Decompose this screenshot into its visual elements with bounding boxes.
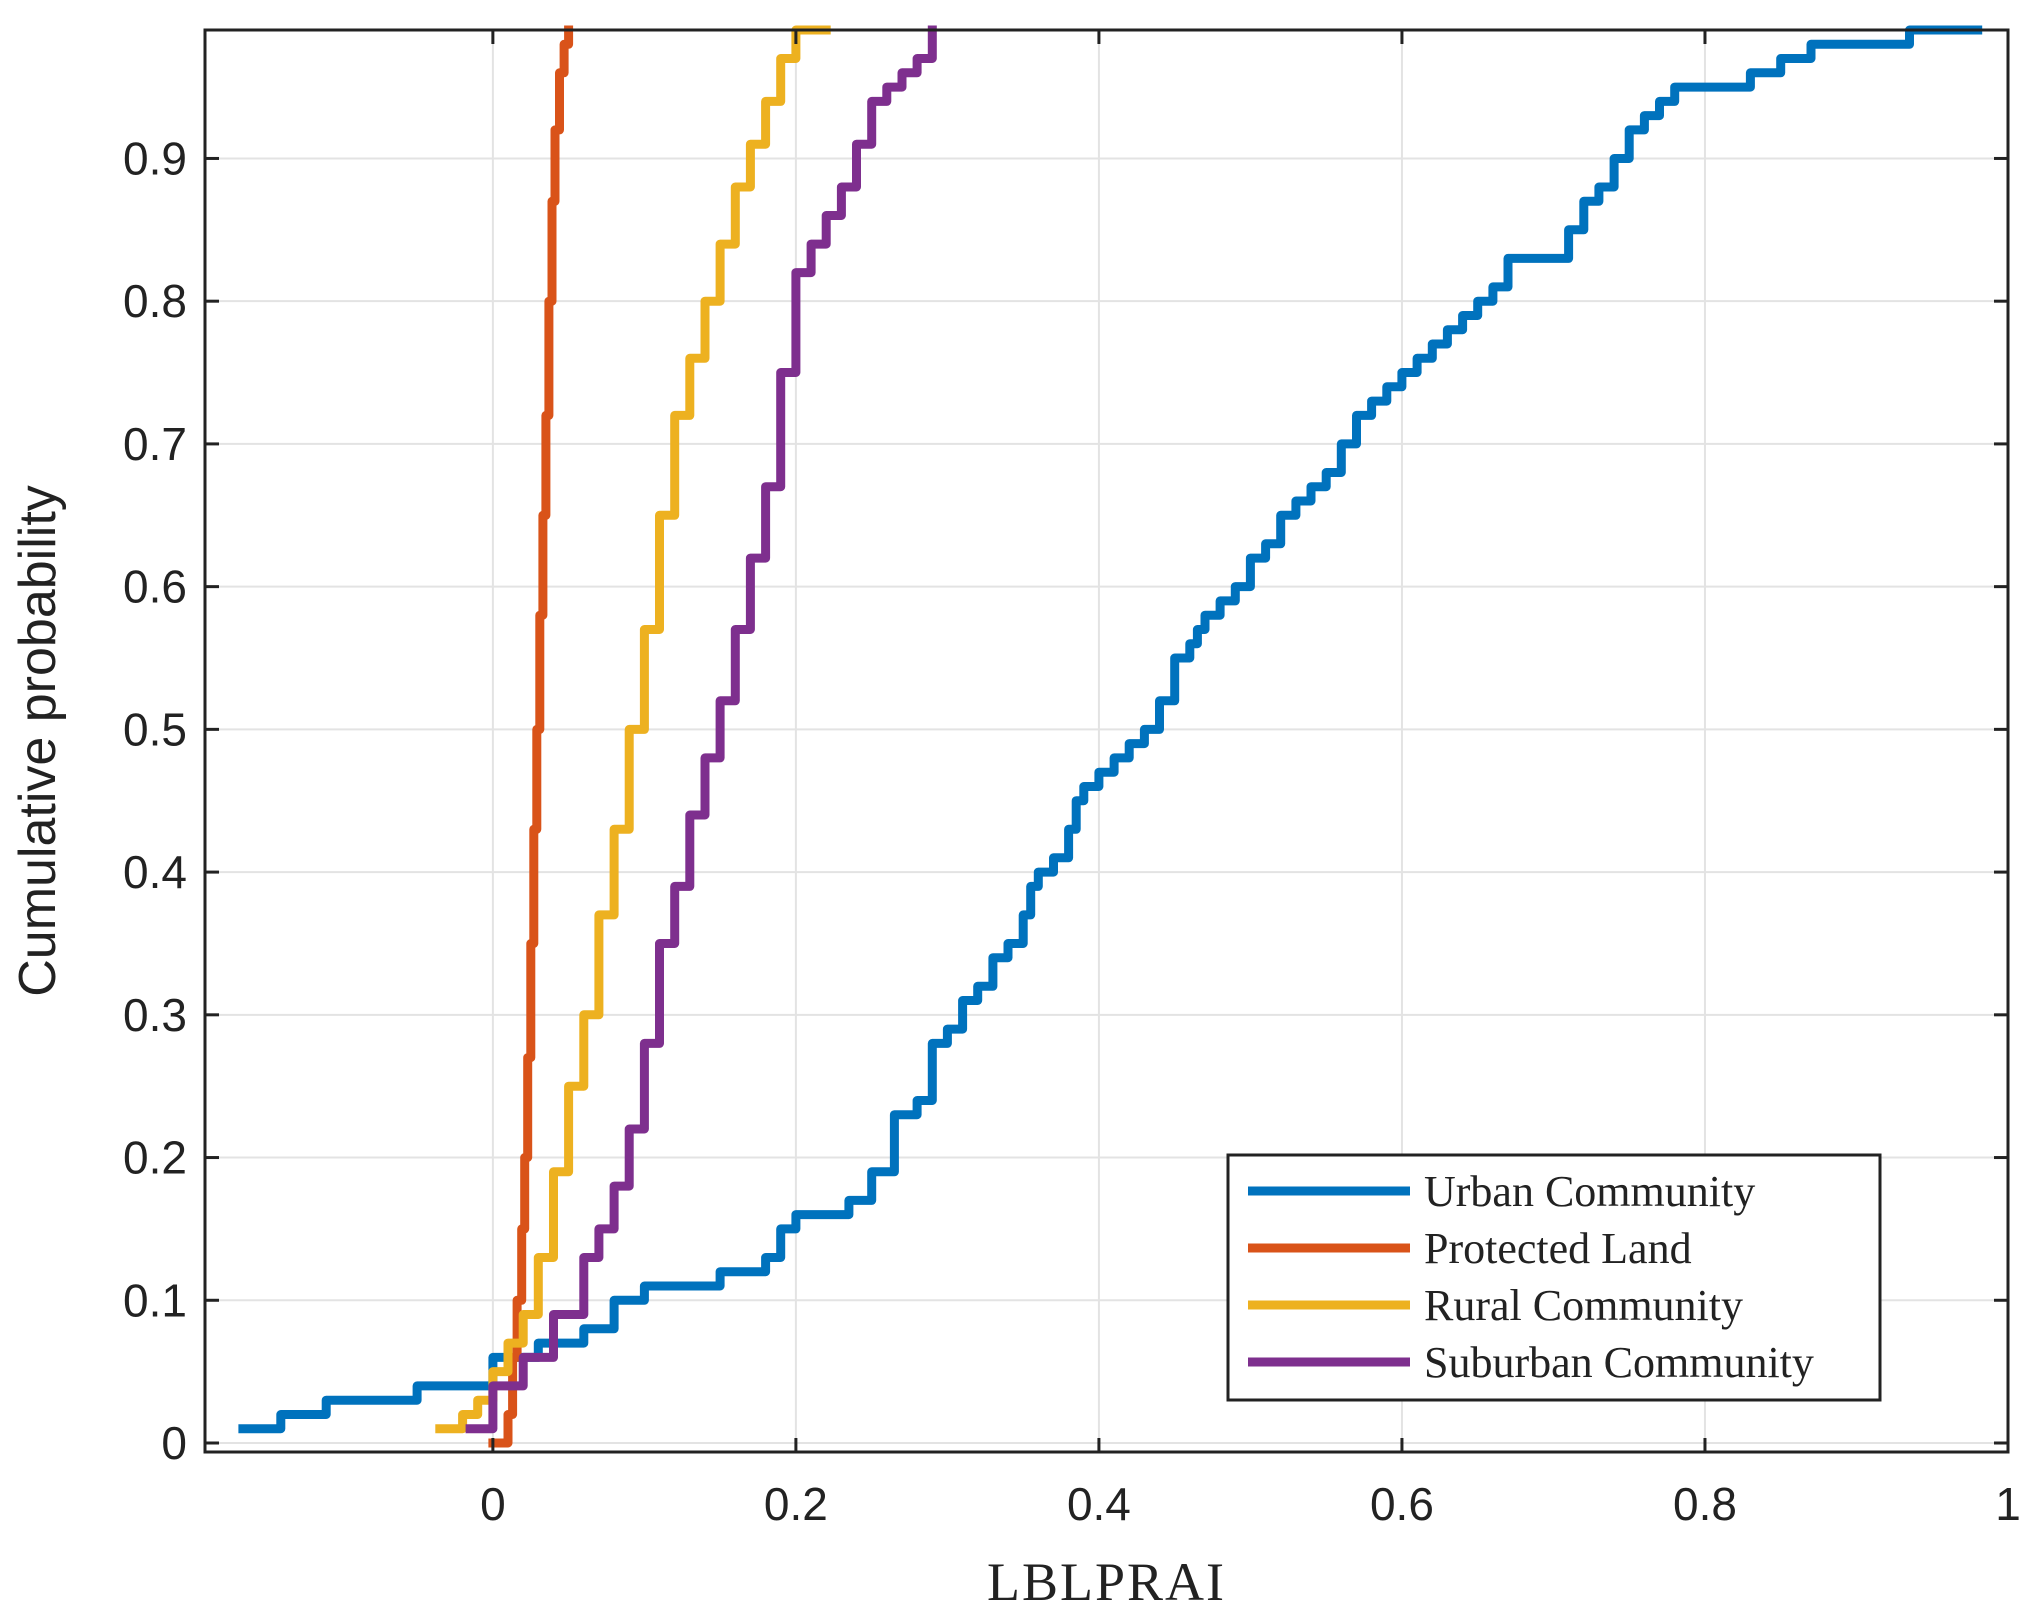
x-axis-tick-labels: 0 0.2 0.4 0.6 0.8 1: [480, 1478, 2021, 1530]
y-tick-label: 0.5: [123, 703, 187, 755]
y-tick-label: 0.2: [123, 1132, 187, 1184]
plot-area-frame: [203, 28, 2010, 1454]
series-line-rural-community: [435, 25, 831, 1434]
y-tick-label: 0.3: [123, 989, 187, 1041]
series-line-protected-land: [488, 25, 574, 1448]
x-tick-label: 0: [480, 1478, 506, 1530]
y-tick-label: 0.4: [123, 846, 187, 898]
axis-ticks: [205, 30, 2010, 1452]
x-tick-label: 0.4: [1067, 1478, 1131, 1530]
y-tick-label: 0.6: [123, 561, 187, 613]
legend-entry-label: Rural Community: [1424, 1281, 1743, 1330]
legend: Urban Community Protected Land Rural Commu…: [1226, 1153, 1882, 1402]
legend-entry-label: Suburban Community: [1424, 1338, 1814, 1387]
y-axis-label: Cumulative probability: [9, 485, 67, 997]
y-tick-label: 0.7: [123, 418, 187, 470]
y-tick-label: 0.1: [123, 1274, 187, 1326]
y-axis-tick-labels: 0 0.1 0.2 0.3 0.4 0.5 0.6 0.7 0.8 0.9: [123, 132, 187, 1469]
legend-entry-label: Protected Land: [1424, 1224, 1692, 1273]
series-lines: [238, 25, 1983, 1448]
y-tick-label: 0.8: [123, 275, 187, 327]
legend-entry-label: Urban Community: [1424, 1167, 1755, 1216]
series-line-suburban-community: [465, 25, 937, 1434]
x-axis-label: LBLPRAI: [987, 1552, 1226, 1612]
x-tick-label: 0.6: [1370, 1478, 1434, 1530]
x-tick-label: 1: [1995, 1478, 2021, 1530]
y-tick-label: 0: [161, 1417, 187, 1469]
series-line-urban-community: [238, 25, 1983, 1434]
x-tick-label: 0.8: [1673, 1478, 1737, 1530]
x-tick-label: 0.2: [764, 1478, 828, 1530]
y-tick-label: 0.9: [123, 132, 187, 184]
